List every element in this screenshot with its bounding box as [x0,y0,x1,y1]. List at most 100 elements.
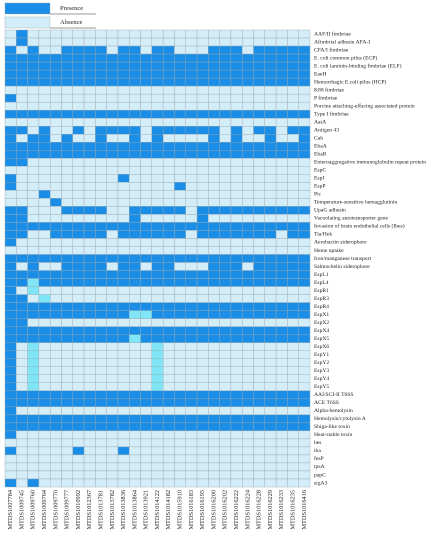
cell [49,174,62,183]
cell [219,270,232,279]
cell [174,294,186,303]
cell [4,174,17,183]
cell [162,310,175,319]
cell [117,286,130,295]
cell [287,93,299,103]
cell [38,206,51,215]
cell [208,37,220,47]
cell [264,45,277,55]
cell [83,318,96,327]
cell [253,230,266,239]
cell [72,342,85,351]
cell [83,310,96,319]
cell [162,77,175,87]
cell [16,158,28,167]
cell [38,318,51,327]
cell [298,286,311,295]
cell [208,446,220,456]
cell [196,85,209,95]
cell [27,342,40,351]
cell [4,270,17,279]
cell [298,350,311,359]
row-label: EspX5 [314,336,329,342]
cell [117,142,130,151]
cell [16,214,28,223]
cell [208,101,220,111]
cell [151,470,164,480]
cell [16,166,28,175]
cell [106,101,119,111]
cell [185,77,198,87]
cell [4,150,17,159]
cell [253,214,266,223]
cell [287,326,299,335]
cell [208,278,220,287]
cell [49,270,62,279]
cell [61,238,73,247]
cell [49,101,62,111]
cell [4,478,17,488]
cell [129,150,141,159]
cell [275,406,288,416]
cell [242,150,254,159]
cell [242,134,254,143]
cell [140,446,153,456]
cell [4,374,17,383]
cell [242,278,254,287]
cell [27,230,40,239]
cell [230,334,243,343]
cell [83,109,96,119]
cell [4,222,17,231]
cell [4,117,17,127]
cell [242,454,254,464]
cell [242,69,254,79]
cell [208,53,220,63]
cell [4,438,17,448]
cell [83,190,96,199]
cell [264,142,277,151]
cell [106,358,119,367]
cell [49,358,62,367]
cell [275,390,288,400]
cell [162,406,175,416]
cell [129,366,141,375]
cell [253,262,266,271]
cell [185,286,198,295]
cell [151,446,164,456]
cell [83,374,96,383]
column-label: MTDS1016235 [290,490,297,530]
cell [162,158,175,167]
cell [174,109,186,119]
cell [83,45,96,55]
cell [117,310,130,319]
cell [38,414,51,424]
cell [140,430,153,440]
cell [219,342,232,351]
cell [95,470,107,480]
cell [264,342,277,351]
cell [27,430,40,440]
cell [16,29,28,39]
cell [72,358,85,367]
cell [83,342,96,351]
cell [61,29,73,39]
cell [253,142,266,151]
cell [230,286,243,295]
cell [253,238,266,247]
cell [16,350,28,359]
cell [4,37,17,47]
cell [129,246,141,255]
cell [61,230,73,239]
cell [49,61,62,71]
cell [140,438,153,448]
cell [230,246,243,255]
cell [219,406,232,416]
cell [185,422,198,432]
cell [185,414,198,424]
cell [38,478,51,488]
cell [275,206,288,215]
cell [151,174,164,183]
cell [61,134,73,143]
cell [298,438,311,448]
cell [185,206,198,215]
